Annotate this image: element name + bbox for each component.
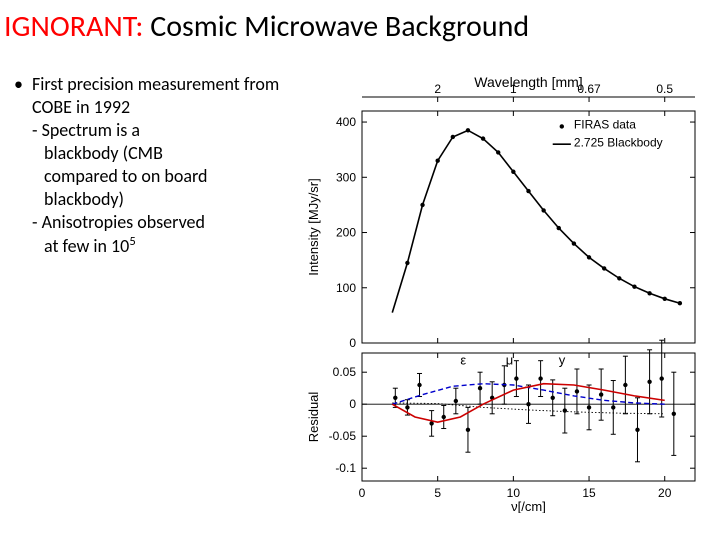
sub1-line1: - Spectrum is a — [14, 119, 300, 142]
sub1-line4: blackbody) — [14, 188, 300, 211]
svg-text:2: 2 — [434, 82, 441, 96]
sub2-line2: at few in 105 — [14, 234, 300, 258]
svg-text:1: 1 — [510, 82, 517, 96]
svg-text:200: 200 — [336, 226, 356, 240]
svg-text:0.67: 0.67 — [577, 82, 601, 96]
svg-text:0: 0 — [359, 486, 366, 500]
bullet-dot: • — [14, 73, 32, 119]
svg-text:ε: ε — [460, 353, 466, 368]
title-rest: Cosmic Microwave Background — [143, 8, 529, 45]
svg-text:0: 0 — [349, 336, 356, 350]
svg-text:0.05: 0.05 — [333, 365, 357, 379]
svg-text:ν[/cm]: ν[/cm] — [511, 499, 546, 513]
bullet-main-text: First precision measurement from COBE in… — [32, 73, 300, 119]
sub1-line3: compared to on board — [14, 165, 300, 188]
sub1-line2: blackbody (CMB — [14, 142, 300, 165]
sub2-pre: at few in 10 — [44, 235, 129, 257]
svg-text:Intensity [MJy/sr]: Intensity [MJy/sr] — [306, 178, 321, 276]
svg-text:y: y — [559, 353, 566, 368]
chart-svg: Wavelength [mm]210.670.50100200300400Int… — [300, 73, 710, 513]
svg-text:400: 400 — [336, 115, 356, 129]
svg-text:0.5: 0.5 — [656, 82, 673, 96]
svg-text:Wavelength [mm]: Wavelength [mm] — [474, 74, 582, 90]
sub2-sup: 5 — [129, 234, 135, 249]
title-highlight: IGNORANT: — [4, 8, 143, 45]
svg-text:μ: μ — [506, 353, 514, 368]
svg-text:2.725 Blackbody: 2.725 Blackbody — [574, 135, 663, 149]
chart-column: Wavelength [mm]210.670.50100200300400Int… — [300, 73, 720, 513]
page-title: IGNORANT: Cosmic Microwave Background — [0, 0, 720, 45]
svg-text:FIRAS data: FIRAS data — [574, 118, 636, 132]
svg-text:15: 15 — [582, 486, 596, 500]
svg-text:0: 0 — [349, 397, 356, 411]
sub2-line1: - Anisotropies observed — [14, 211, 300, 234]
svg-text:20: 20 — [658, 486, 672, 500]
svg-text:Residual: Residual — [306, 392, 321, 443]
svg-text:-0.1: -0.1 — [335, 461, 356, 475]
svg-text:-0.05: -0.05 — [329, 429, 357, 443]
svg-text:10: 10 — [507, 486, 521, 500]
svg-text:5: 5 — [434, 486, 441, 500]
text-column: • First precision measurement from COBE … — [0, 73, 300, 513]
svg-text:100: 100 — [336, 281, 356, 295]
content-row: • First precision measurement from COBE … — [0, 73, 720, 513]
bullet-main: • First precision measurement from COBE … — [14, 73, 300, 119]
svg-text:300: 300 — [336, 170, 356, 184]
